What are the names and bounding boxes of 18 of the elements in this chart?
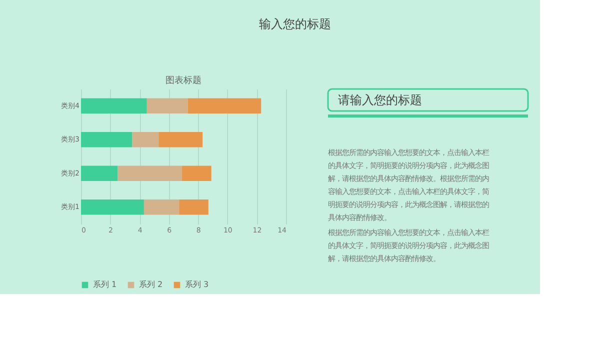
bar bbox=[132, 132, 159, 148]
text: 输入您的标题 bbox=[259, 17, 332, 31]
bar bbox=[144, 200, 180, 215]
bar bbox=[81, 132, 132, 148]
bar bbox=[182, 166, 212, 181]
bar bbox=[81, 200, 144, 215]
bar bbox=[146, 98, 188, 114]
chart-title: 图表标题 bbox=[166, 75, 202, 86]
bar bbox=[81, 166, 118, 181]
text: 请输入您的标题 bbox=[338, 93, 422, 107]
bar bbox=[188, 98, 262, 114]
bar bbox=[158, 132, 203, 148]
bar bbox=[81, 98, 147, 114]
bar bbox=[179, 200, 208, 215]
legend-label: 系列 2 bbox=[139, 280, 163, 289]
legend-label: 系列 1 bbox=[93, 280, 117, 289]
bar bbox=[118, 166, 182, 181]
legend-label: 系列 3 bbox=[185, 280, 209, 289]
